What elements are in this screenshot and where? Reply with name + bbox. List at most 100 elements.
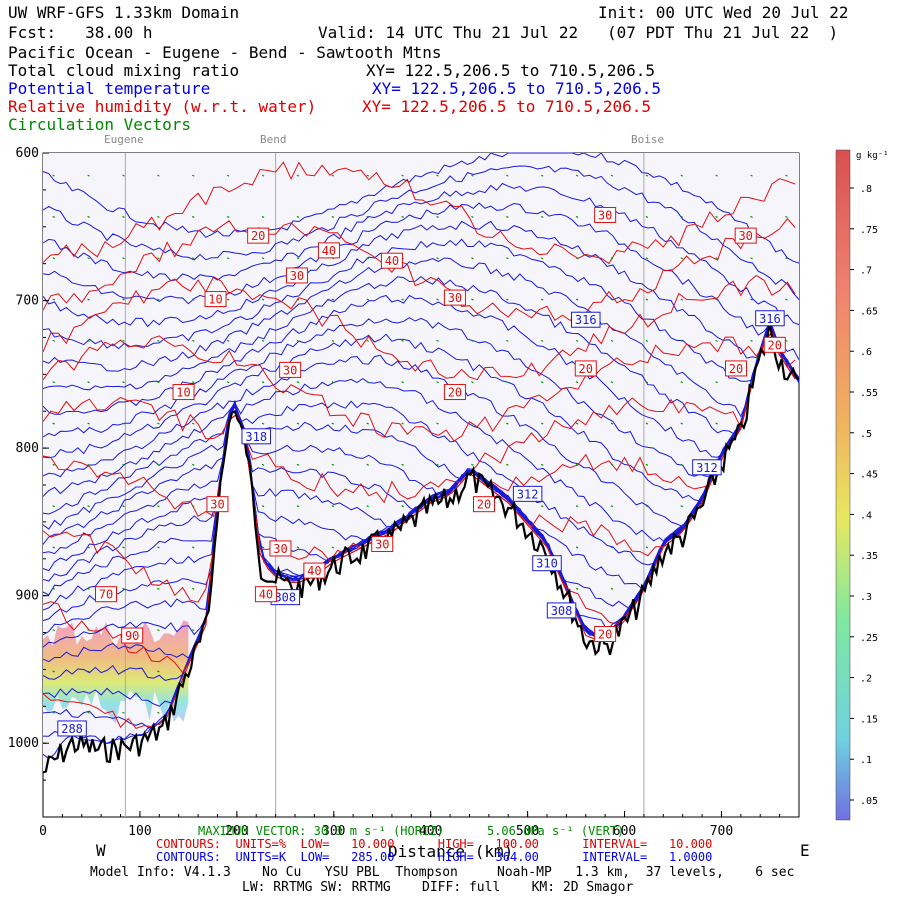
vector (87, 215, 90, 218)
theta-line-0 (42, 152, 800, 264)
vector (506, 463, 509, 466)
vector (610, 546, 614, 549)
vector (610, 422, 614, 425)
contour-label: 30 (283, 363, 297, 377)
vector (610, 381, 614, 384)
vector (122, 587, 125, 590)
vector (645, 381, 649, 384)
vector (715, 215, 718, 218)
contour-label-box (57, 720, 87, 737)
contour-label: 316 (759, 312, 781, 326)
x-tick-label: 700 (710, 824, 733, 839)
vector (401, 422, 404, 425)
contour-label: 20 (729, 362, 743, 376)
vector (87, 422, 90, 425)
vector (87, 505, 90, 508)
field-cloud-xy: XY= 122.5,206.5 to 710.5,206.5 (366, 61, 655, 80)
vector (157, 670, 160, 673)
circulation-vectors (52, 174, 788, 714)
vector (331, 463, 335, 466)
vector (157, 711, 160, 714)
vector (401, 215, 404, 218)
x-tick-label: 100 (128, 824, 151, 839)
vector (471, 215, 474, 218)
field-rh: Relative humidity (w.r.t. water) (8, 97, 317, 116)
vector (52, 298, 55, 301)
field-cloud: Total cloud mixing ratio (8, 61, 240, 80)
vector (715, 298, 718, 301)
contour-label: 10 (176, 386, 190, 400)
vector (680, 422, 684, 425)
vector (471, 422, 474, 425)
vector (540, 257, 544, 260)
vector (645, 257, 649, 260)
vector (540, 463, 544, 466)
vector (191, 339, 195, 342)
vector (261, 339, 265, 342)
vector (52, 505, 55, 508)
vector (191, 505, 195, 508)
colorbar-tick-label: .3 (860, 592, 872, 603)
vector (575, 463, 579, 466)
vector (366, 174, 369, 177)
contour-label: 20 (448, 386, 462, 400)
vector (680, 257, 684, 260)
contour-label: 30 (273, 542, 287, 556)
vector (87, 339, 90, 342)
vector (226, 174, 230, 177)
vector (750, 298, 753, 301)
vector (610, 298, 614, 301)
vector (540, 381, 544, 384)
vector (261, 298, 265, 301)
vector (540, 215, 544, 218)
field-vectors: Circulation Vectors (8, 115, 192, 134)
vector (331, 215, 335, 218)
vector (226, 215, 230, 218)
vector (331, 546, 335, 549)
theta-line-3 (42, 202, 800, 361)
vector (645, 505, 649, 508)
rh-line-3 (42, 330, 796, 442)
contour-label: 30 (210, 498, 224, 512)
vector (610, 587, 614, 590)
vector (122, 505, 125, 508)
vector (575, 422, 579, 425)
contour-label-box (755, 310, 785, 327)
colorbar-tick-label: .75 (860, 225, 878, 236)
vector (436, 422, 439, 425)
contour-label: 30 (290, 269, 304, 283)
vector (157, 174, 160, 177)
vector (191, 257, 195, 260)
vector (122, 381, 125, 384)
field-theta: Potential temperature (8, 79, 211, 98)
y-tick-label: 1000 (8, 736, 39, 751)
contour-label-box (380, 252, 403, 269)
colorbar-tick-label: .8 (860, 184, 872, 195)
contour-label: 10 (208, 293, 222, 307)
vector (261, 463, 265, 466)
vector (157, 422, 160, 425)
vector (436, 463, 439, 466)
vector (191, 422, 195, 425)
vector (296, 546, 300, 549)
colorbar-tick-label: .35 (860, 551, 878, 562)
vector (575, 174, 579, 177)
contour-label-box (443, 289, 466, 306)
vector (471, 463, 474, 466)
vector (471, 339, 474, 342)
vector (750, 215, 753, 218)
contour-label: 30 (448, 291, 462, 305)
vector (52, 463, 55, 466)
vector (575, 505, 579, 508)
contour-label: 308 (274, 591, 296, 605)
location-bend: Bend (260, 133, 287, 146)
vector (785, 174, 788, 177)
vector (645, 174, 649, 177)
contour-label: 90 (125, 629, 139, 643)
vector (226, 381, 230, 384)
sky-region (43, 153, 799, 773)
contour-label-box (594, 626, 617, 643)
vector (191, 546, 195, 549)
contour-label: 310 (536, 557, 558, 571)
vector (87, 298, 90, 301)
